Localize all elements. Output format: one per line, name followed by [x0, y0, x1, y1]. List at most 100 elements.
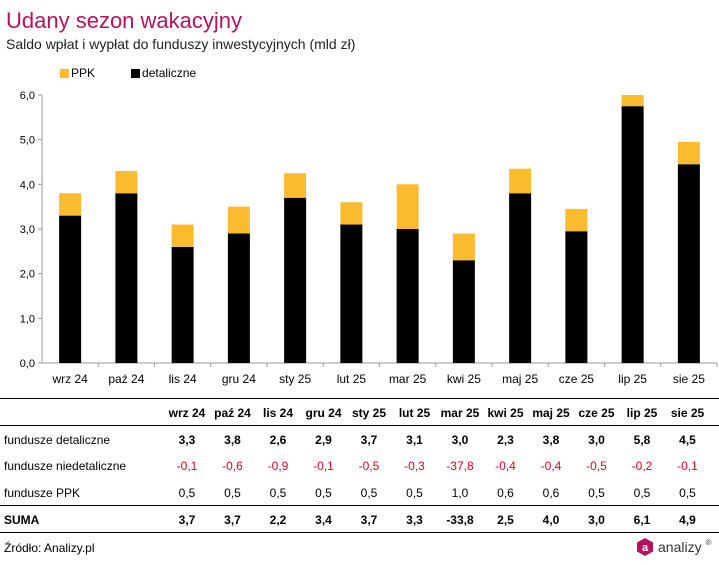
- y-tick-label: 6,0: [20, 90, 35, 102]
- table-cell: -0,1: [313, 459, 334, 473]
- logo-registered-mark: ®: [705, 538, 712, 547]
- table-cell: 3,3: [406, 513, 423, 527]
- x-tick-label: cze 25: [559, 372, 595, 386]
- table-cell: -0,4: [540, 459, 562, 473]
- bar-ppk: [340, 202, 363, 225]
- table-cell: 0,5: [269, 486, 287, 500]
- table-header-cell: maj 25: [532, 406, 570, 420]
- table-cell: 3,7: [178, 513, 196, 527]
- y-tick-label: 1,0: [20, 313, 35, 325]
- x-tick-label: lis 24: [169, 372, 197, 386]
- table-cell: 3,1: [406, 433, 423, 447]
- table-cell: 0,5: [224, 486, 241, 500]
- table-cell: 2,5: [497, 513, 514, 527]
- table-header-cell: mar 25: [440, 406, 480, 420]
- logo-text: analizy: [658, 539, 702, 555]
- table-sum-border: [0, 505, 719, 506]
- bar-ppk: [677, 141, 700, 165]
- table-cell: 3,8: [224, 433, 241, 447]
- table-header-cell: paź 24: [214, 406, 251, 420]
- bar-ppk: [227, 206, 250, 234]
- x-tick-label: wrz 24: [51, 372, 88, 386]
- bar-detaliczne: [115, 193, 138, 363]
- table-cell: 5,8: [633, 433, 651, 447]
- table-cell: 3,7: [360, 513, 378, 527]
- bar-ppk: [621, 95, 644, 107]
- table-cell: -0,9: [267, 459, 289, 473]
- bar-ppk: [284, 173, 307, 198]
- table-cell: -33,8: [446, 513, 474, 527]
- table-cell: 3,0: [451, 433, 469, 447]
- table-header-cell: lut 25: [398, 406, 431, 420]
- bar-detaliczne: [284, 197, 307, 363]
- table-cell: -0,1: [176, 459, 198, 473]
- table-row: SUMA 3,7 3,7 2,2 3,4 3,7 3,3 -33,8 2,5 4,0 3,0 6,1 4…: [0, 513, 719, 531]
- table-row: fundusze detaliczne 3,3 3,8 2,6 2,9 3,7 3,1 3,0…: [0, 433, 719, 451]
- x-tick-label: mar 25: [389, 372, 427, 386]
- table-row-label: SUMA: [4, 513, 40, 527]
- legend-swatch-ppk: [60, 68, 69, 78]
- table-cell: -0,6: [222, 459, 243, 473]
- table-cell: 0,5: [315, 486, 332, 500]
- table-cell: 0,5: [178, 486, 196, 500]
- table-cell: 2,2: [269, 513, 287, 527]
- bar-detaliczne: [621, 106, 644, 364]
- table-row-label: fundusze niedetaliczne: [4, 459, 127, 473]
- legend-item-detaliczne: detaliczne: [131, 66, 196, 80]
- table-cell: 3,8: [542, 433, 560, 447]
- table-row-label: fundusze detaliczne: [4, 433, 111, 447]
- table-cell: -0,3: [404, 459, 425, 473]
- legend: PPK detaliczne: [60, 66, 196, 80]
- chart-title: Udany sezon wakacyjny: [6, 8, 243, 33]
- bar-detaliczne: [677, 164, 700, 363]
- table-cell: 3,7: [360, 433, 378, 447]
- table-cell: 4,9: [679, 513, 696, 527]
- bar-detaliczne: [227, 233, 250, 363]
- bar-detaliczne: [565, 231, 588, 363]
- table-header-cell: kwi 25: [487, 406, 524, 420]
- bar-ppk: [396, 184, 419, 229]
- table-header-cell: lis 24: [262, 406, 294, 420]
- y-tick-label: 5,0: [20, 135, 35, 147]
- bar-detaliczne: [452, 260, 475, 363]
- bar-chart: 0,0 1,0 2,0 3,0 4,0 5,0 6,0 wrz 24 paź 24 lis 24 g…: [20, 90, 718, 386]
- table-bottom-border: [0, 532, 719, 533]
- table-cell: -0,2: [631, 459, 653, 473]
- table-cell: 0,5: [679, 486, 696, 500]
- bar-ppk: [171, 224, 194, 247]
- bar-detaliczne: [509, 193, 532, 363]
- table-header-row: wrz 24 paź 24 lis 24 gru 24 sty 25 lut 25 mar …: [0, 406, 719, 424]
- x-tick-label: kwi 25: [447, 372, 481, 386]
- legend-item-ppk: PPK: [60, 66, 95, 80]
- table-row-label: fundusze PPK: [4, 486, 81, 500]
- y-tick-label: 2,0: [20, 269, 35, 281]
- table-cell: -0,1: [677, 459, 698, 473]
- table-row: fundusze PPK 0,5 0,5 0,5 0,5 0,5 0,5 1,0 0,6 0,6 0…: [0, 486, 719, 504]
- y-tick-label: 3,0: [20, 224, 35, 236]
- bar-ppk: [115, 170, 138, 194]
- bar-detaliczne: [396, 229, 419, 363]
- x-tick-label: sty 25: [279, 372, 311, 386]
- legend-swatch-detaliczne: [131, 68, 141, 78]
- table-cell: 1,0: [451, 486, 469, 500]
- x-tick-label: lip 25: [618, 372, 647, 386]
- bar-ppk: [452, 233, 475, 261]
- bar-ppk: [59, 193, 82, 216]
- table-header-cell: sie 25: [670, 406, 705, 420]
- table-cell: 3,0: [588, 513, 605, 527]
- table-header-cell: lip 25: [626, 406, 658, 420]
- x-tick-label: paź 24: [108, 372, 144, 386]
- bar-detaliczne: [59, 215, 82, 363]
- table-cell: 3,7: [224, 513, 241, 527]
- table-header-cell: sty 25: [351, 406, 387, 420]
- x-tick-label: maj 25: [502, 372, 538, 386]
- table-header-border: [0, 425, 719, 426]
- table-cell: -0,5: [586, 459, 607, 473]
- table-cell: 0,5: [360, 486, 378, 500]
- table-cell: 4,5: [679, 433, 696, 447]
- table-cell: 2,9: [315, 433, 332, 447]
- analizy-logo: a analizy ®: [636, 538, 712, 556]
- bar-ppk: [565, 208, 588, 232]
- bar-detaliczne: [340, 224, 363, 363]
- x-tick-label: lut 25: [337, 372, 367, 386]
